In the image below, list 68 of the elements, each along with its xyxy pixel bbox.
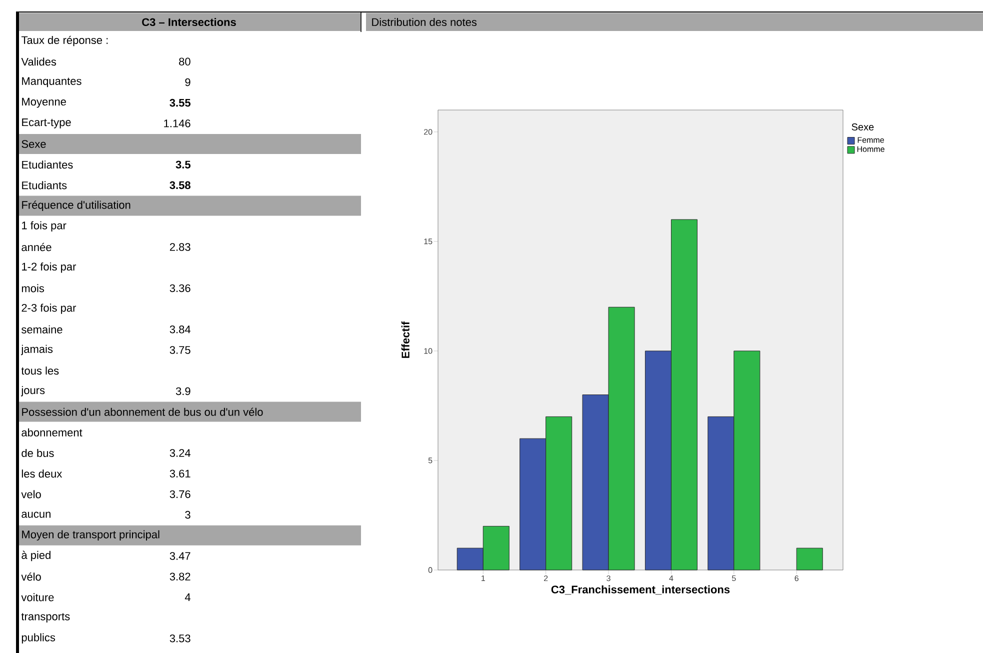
category-label: les deux [22,470,62,478]
category-label: Valides [21,58,56,66]
x-tick-label: 3 [606,575,610,582]
category-label: aucun [22,512,50,518]
text: 3.47 [170,552,190,560]
text: 3.24 [170,449,190,457]
text: C3 – Intersections [142,18,236,26]
x-axis-title: C3_Franchissement_intersections [551,585,730,595]
text: 3.55 [170,98,190,107]
category-label: Ecart-type [22,118,71,128]
category-label: Possession d'un abonnement de bus ou d'un vélo [22,408,263,416]
category-label: Sexe [22,140,46,148]
category-label: transports [21,613,70,622]
category-label: velo [21,490,41,498]
text: 3.76 [170,490,190,498]
category-label: Manquantes [22,77,82,88]
category-label: vélo [21,572,41,581]
text: 3.36 [170,284,190,292]
text: 3.75 [170,346,190,354]
y-tick-label: 0 [428,567,432,573]
text: 3.58 [170,181,190,190]
category-label: 1-2 fois par [22,262,76,273]
category-label: tous les [21,366,59,375]
category-label: année [22,242,52,252]
category-label: Moyenne [22,98,66,108]
y-tick-label: 20 [424,129,432,135]
x-tick-label: 1 [482,575,485,581]
text: 3.84 [170,326,190,334]
chart-title: Distribution des notes [372,18,477,26]
text: 2.83 [170,243,190,251]
category-label: jours [20,386,45,396]
bar [796,548,823,570]
y-tick-label: 15 [424,238,432,244]
category-label: voiture [21,593,54,602]
legend-label: Homme [857,146,884,152]
category-label: abonnement [22,428,82,436]
category-label: publics [22,633,56,644]
text: 3.82 [170,572,190,580]
category-label: mois [22,284,44,292]
text: Taux de réponse : [21,36,108,46]
category-label: jamais [20,344,53,356]
category-label: de bus [22,448,54,458]
legend-label: Femme [858,137,884,143]
text: 1.146 [164,120,190,128]
x-tick-label: 2 [544,575,548,582]
category-label: semaine [22,325,62,334]
text: 3.5 [176,160,190,169]
text: 3.9 [176,387,190,396]
x-tick-label: 6 [794,575,798,582]
category-label: Etudiantes [22,160,73,169]
y-axis-title: Effectif [401,321,410,358]
text: 80 [179,58,190,66]
text: 3.53 [170,634,190,642]
legend-title: Sexe [852,123,874,130]
text: 3 [185,510,190,519]
category-label: à pied [22,550,50,562]
x-tick-label: 5 [732,575,736,582]
category-label: 1 fois par [22,221,66,232]
y-tick-label: 10 [424,348,432,354]
category-label: Etudiants [22,181,67,190]
category-label: Moyen de transport principal [22,530,160,541]
y-tick-label: 5 [428,458,432,464]
x-tick-label: 4 [669,575,674,581]
category-label: Fréquence d'utilisation [22,200,130,211]
text: 9 [185,78,190,86]
text: 4 [184,593,190,601]
text: 3.61 [170,470,190,478]
category-label: 2-3 fois par [22,304,76,314]
